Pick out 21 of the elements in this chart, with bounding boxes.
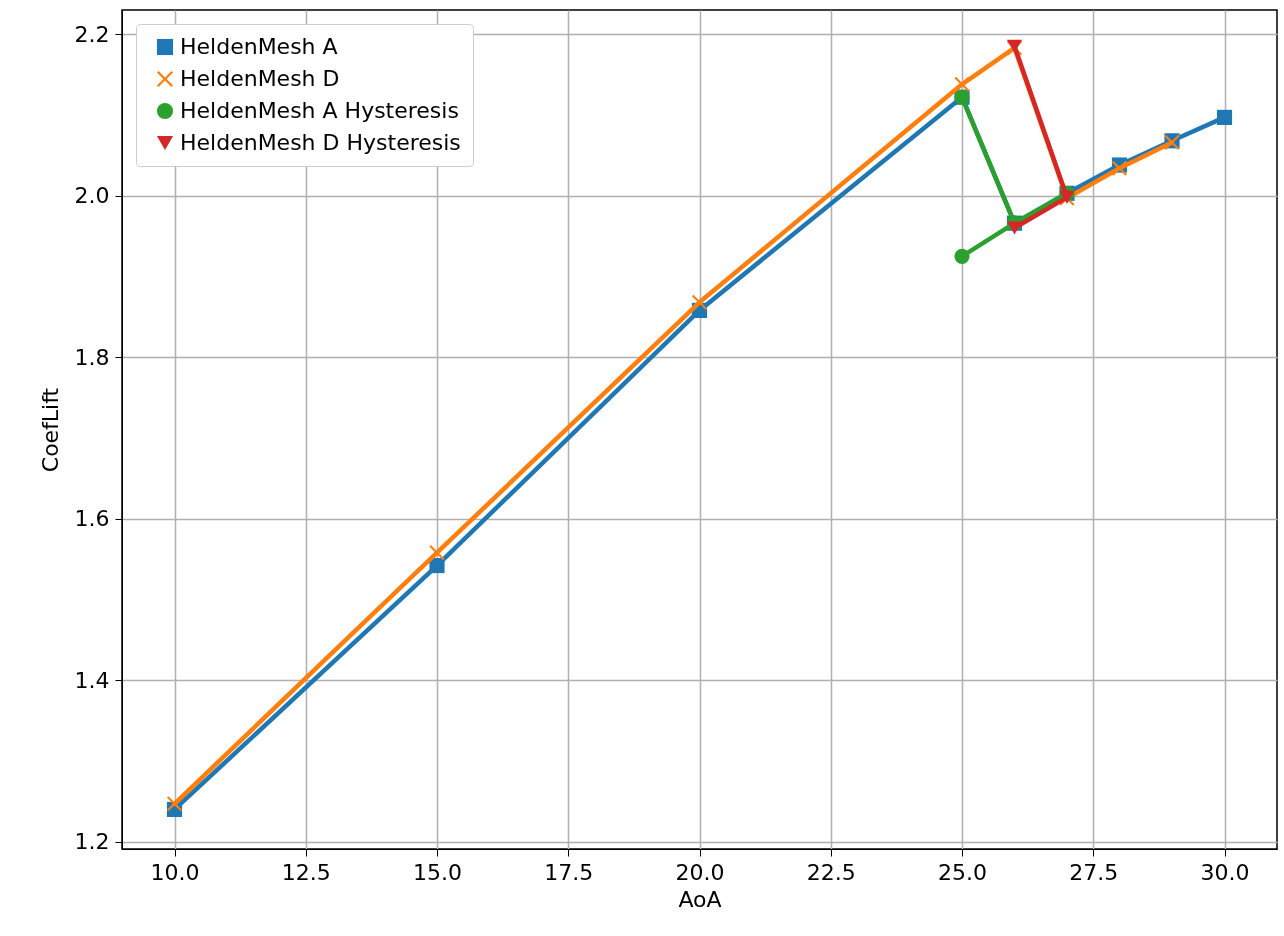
x-axis-title: AoA [678,886,722,912]
y-tick-label: 1.8 [74,344,110,370]
x-tick-label: 10.0 [150,859,200,885]
y-tick-label: 1.4 [74,667,110,693]
legend-label: HeldenMesh A [180,34,338,59]
x-tick-label: 27.5 [1069,859,1119,885]
y-tick-label: 2.2 [74,21,110,47]
y-tick-label: 1.2 [74,829,110,855]
x-tick-label: 25.0 [938,859,987,885]
legend-label: HeldenMesh D [180,66,340,91]
y-tick-label: 2.0 [74,183,110,209]
y-axis-title: CoefLift [37,387,63,473]
legend-label: HeldenMesh D Hysteresis [180,130,461,155]
y-tick-label: 1.6 [74,506,110,532]
x-tick-label: 30.0 [1200,859,1250,885]
x-tick-label: 12.5 [281,859,331,885]
x-tick-label: 20.0 [675,859,725,885]
x-tick-label: 22.5 [806,859,856,885]
x-tick-label: 17.5 [544,859,594,885]
legend-label: HeldenMesh A Hysteresis [180,98,459,123]
x-tick-label: 15.0 [413,859,462,885]
